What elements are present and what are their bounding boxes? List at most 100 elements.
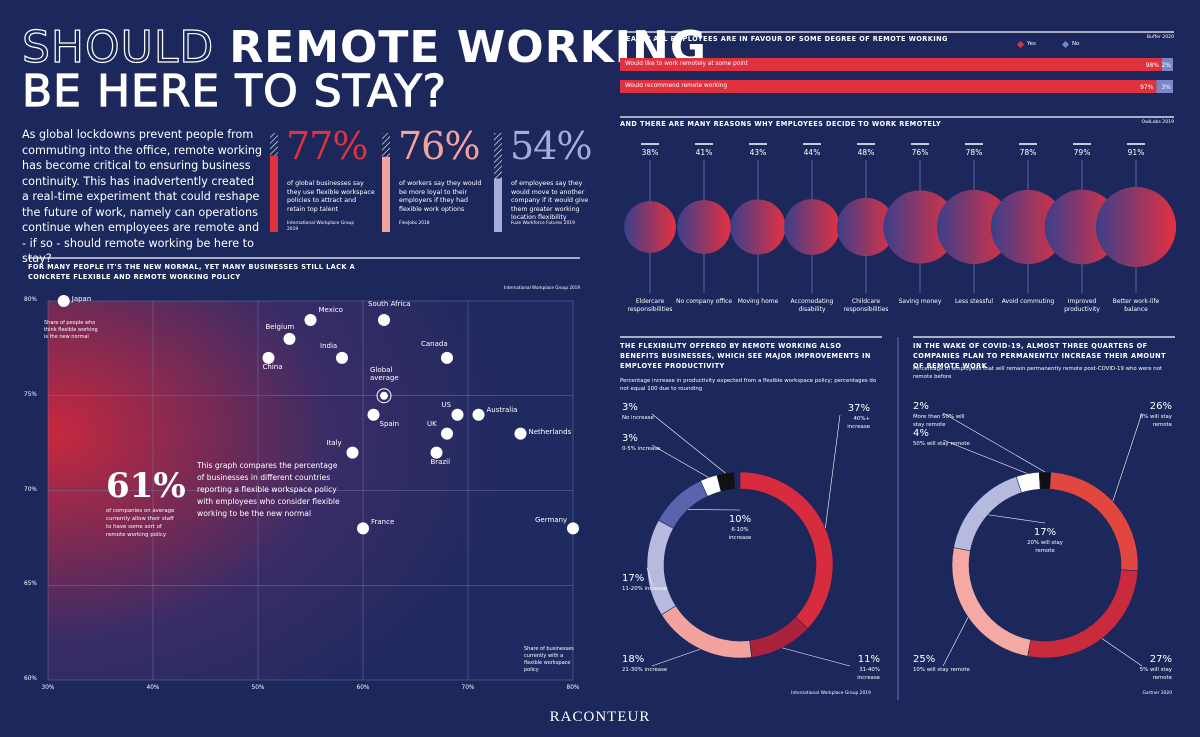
point-label: Netherlands [528,427,572,436]
value-label: 26% [1149,401,1172,412]
legend-label: No [1072,41,1080,47]
stat-bar [270,155,278,232]
y-tick-label: 65% [24,581,37,588]
chart-source: Gartner 2020 [1142,691,1172,696]
value-label: 91% [1127,148,1145,157]
x-tick-label: 40% [146,685,160,691]
value-label: 17% [622,573,645,584]
value-label: 48% [857,148,875,157]
title-outline: BE HERE TO STAY? [22,66,447,117]
value-label: 27% [1149,654,1172,665]
point-label: Japan [71,295,92,303]
chart-subtitle: Percentage increase in productivity expe… [620,378,877,392]
category-label: Eldercare responsibilities [627,298,673,313]
brand: RACONTEUR [549,709,651,725]
point-label: Mexico [318,305,343,314]
point [472,408,485,421]
point-label: China [262,362,283,371]
point [441,427,453,440]
stat-text: of employees say they would move to anot… [511,180,589,221]
leader-line [942,617,969,667]
point-label: Global average [370,365,399,383]
point-label: France [371,518,395,527]
donut-segment [1044,471,1139,572]
bubble [990,189,1066,265]
value-label: 25% [913,654,936,665]
bubble [883,190,957,264]
bubble [624,201,676,253]
chart-title: AND THERE ARE MANY REASONS WHY EMPLOYEES… [620,120,942,128]
value-label: 79% [1073,148,1091,157]
stat-value: 77% [286,124,368,168]
bar-segment [1161,58,1173,71]
x-tick-label: 80% [566,685,580,691]
point-label: Australia [486,405,518,414]
chart-source: OwlLabs 2019 [1141,120,1174,125]
value-label: 3% [1161,84,1171,91]
legend-swatch [1061,40,1070,49]
category-label: 20% will stay remote [1027,540,1063,554]
note: This graph compares the percentage of bu… [197,461,340,518]
point-label: Italy [326,438,342,447]
category-label: Would recommend remote working [625,82,728,89]
point-label: Germany [535,516,568,525]
category-label: Avoid commuting [1001,298,1055,305]
point [346,446,359,459]
stat-source: FlexJobs 2018 [399,221,430,226]
chart-subtitle: Percentage of employees that will remain… [913,366,1163,380]
donut-segment [1038,471,1052,490]
point [283,332,296,345]
category-label: Accomodating disability [790,298,834,313]
y-tick-label: 80% [24,297,37,303]
point-label: Canada [421,339,448,348]
chart-title: IN THE WAKE OF COVID-19, ALMOST THREE QU… [913,342,1166,370]
legend-label: Yes [1027,41,1036,47]
leader-line [1101,638,1143,667]
point-label: US [441,400,452,409]
point-label: Brazil [430,457,451,466]
leader-line [651,648,701,667]
bar-segment [1156,80,1173,93]
category-label: Would like to work remotely at some poin… [625,60,748,67]
value-label: 98% [1146,62,1160,69]
y-axis-label: Share of people who think flexible worki… [44,320,98,340]
stat-value: 76% [398,124,480,168]
category-label: Moving home [737,298,779,305]
value-label: 37% [847,403,870,414]
category-label: 11-20% increase [622,586,668,592]
annotation-text: of companies on average currently allow … [106,508,175,538]
point [367,408,380,421]
stat-bar [382,156,390,232]
leader-line [987,514,1046,524]
stat-source: International Workplace Group 2019 [287,221,355,232]
value-label: 43% [749,148,767,157]
bar-segment [620,80,1157,93]
value-label: 38% [641,148,659,157]
point [514,427,527,440]
leader-line [1112,412,1143,502]
average-ring [376,388,392,404]
stat-text: of global businesses say they use flexib… [287,180,375,213]
x-tick-label: 30% [41,685,55,691]
donut-segment [951,547,1032,657]
point [57,295,70,307]
donut-segment [661,605,752,659]
point [380,391,388,400]
x-tick-label: 60% [356,685,370,691]
x-tick-label: 70% [461,685,475,691]
y-tick-label: 60% [24,676,37,682]
leader-line [651,444,709,478]
intro: As global lockdowns prevent people from … [22,128,263,265]
value-label: 76% [911,148,929,157]
donut-segment [716,471,736,492]
y-tick-label: 75% [24,391,37,398]
value-label: 44% [803,148,821,157]
value-label: 17% [1033,527,1057,538]
point [430,446,443,459]
category-label: 6-10% increase [728,527,752,541]
category-label: 40%+ increase [847,416,870,430]
value-label: 3% [622,433,638,444]
annotation-value: 61% [106,466,186,506]
